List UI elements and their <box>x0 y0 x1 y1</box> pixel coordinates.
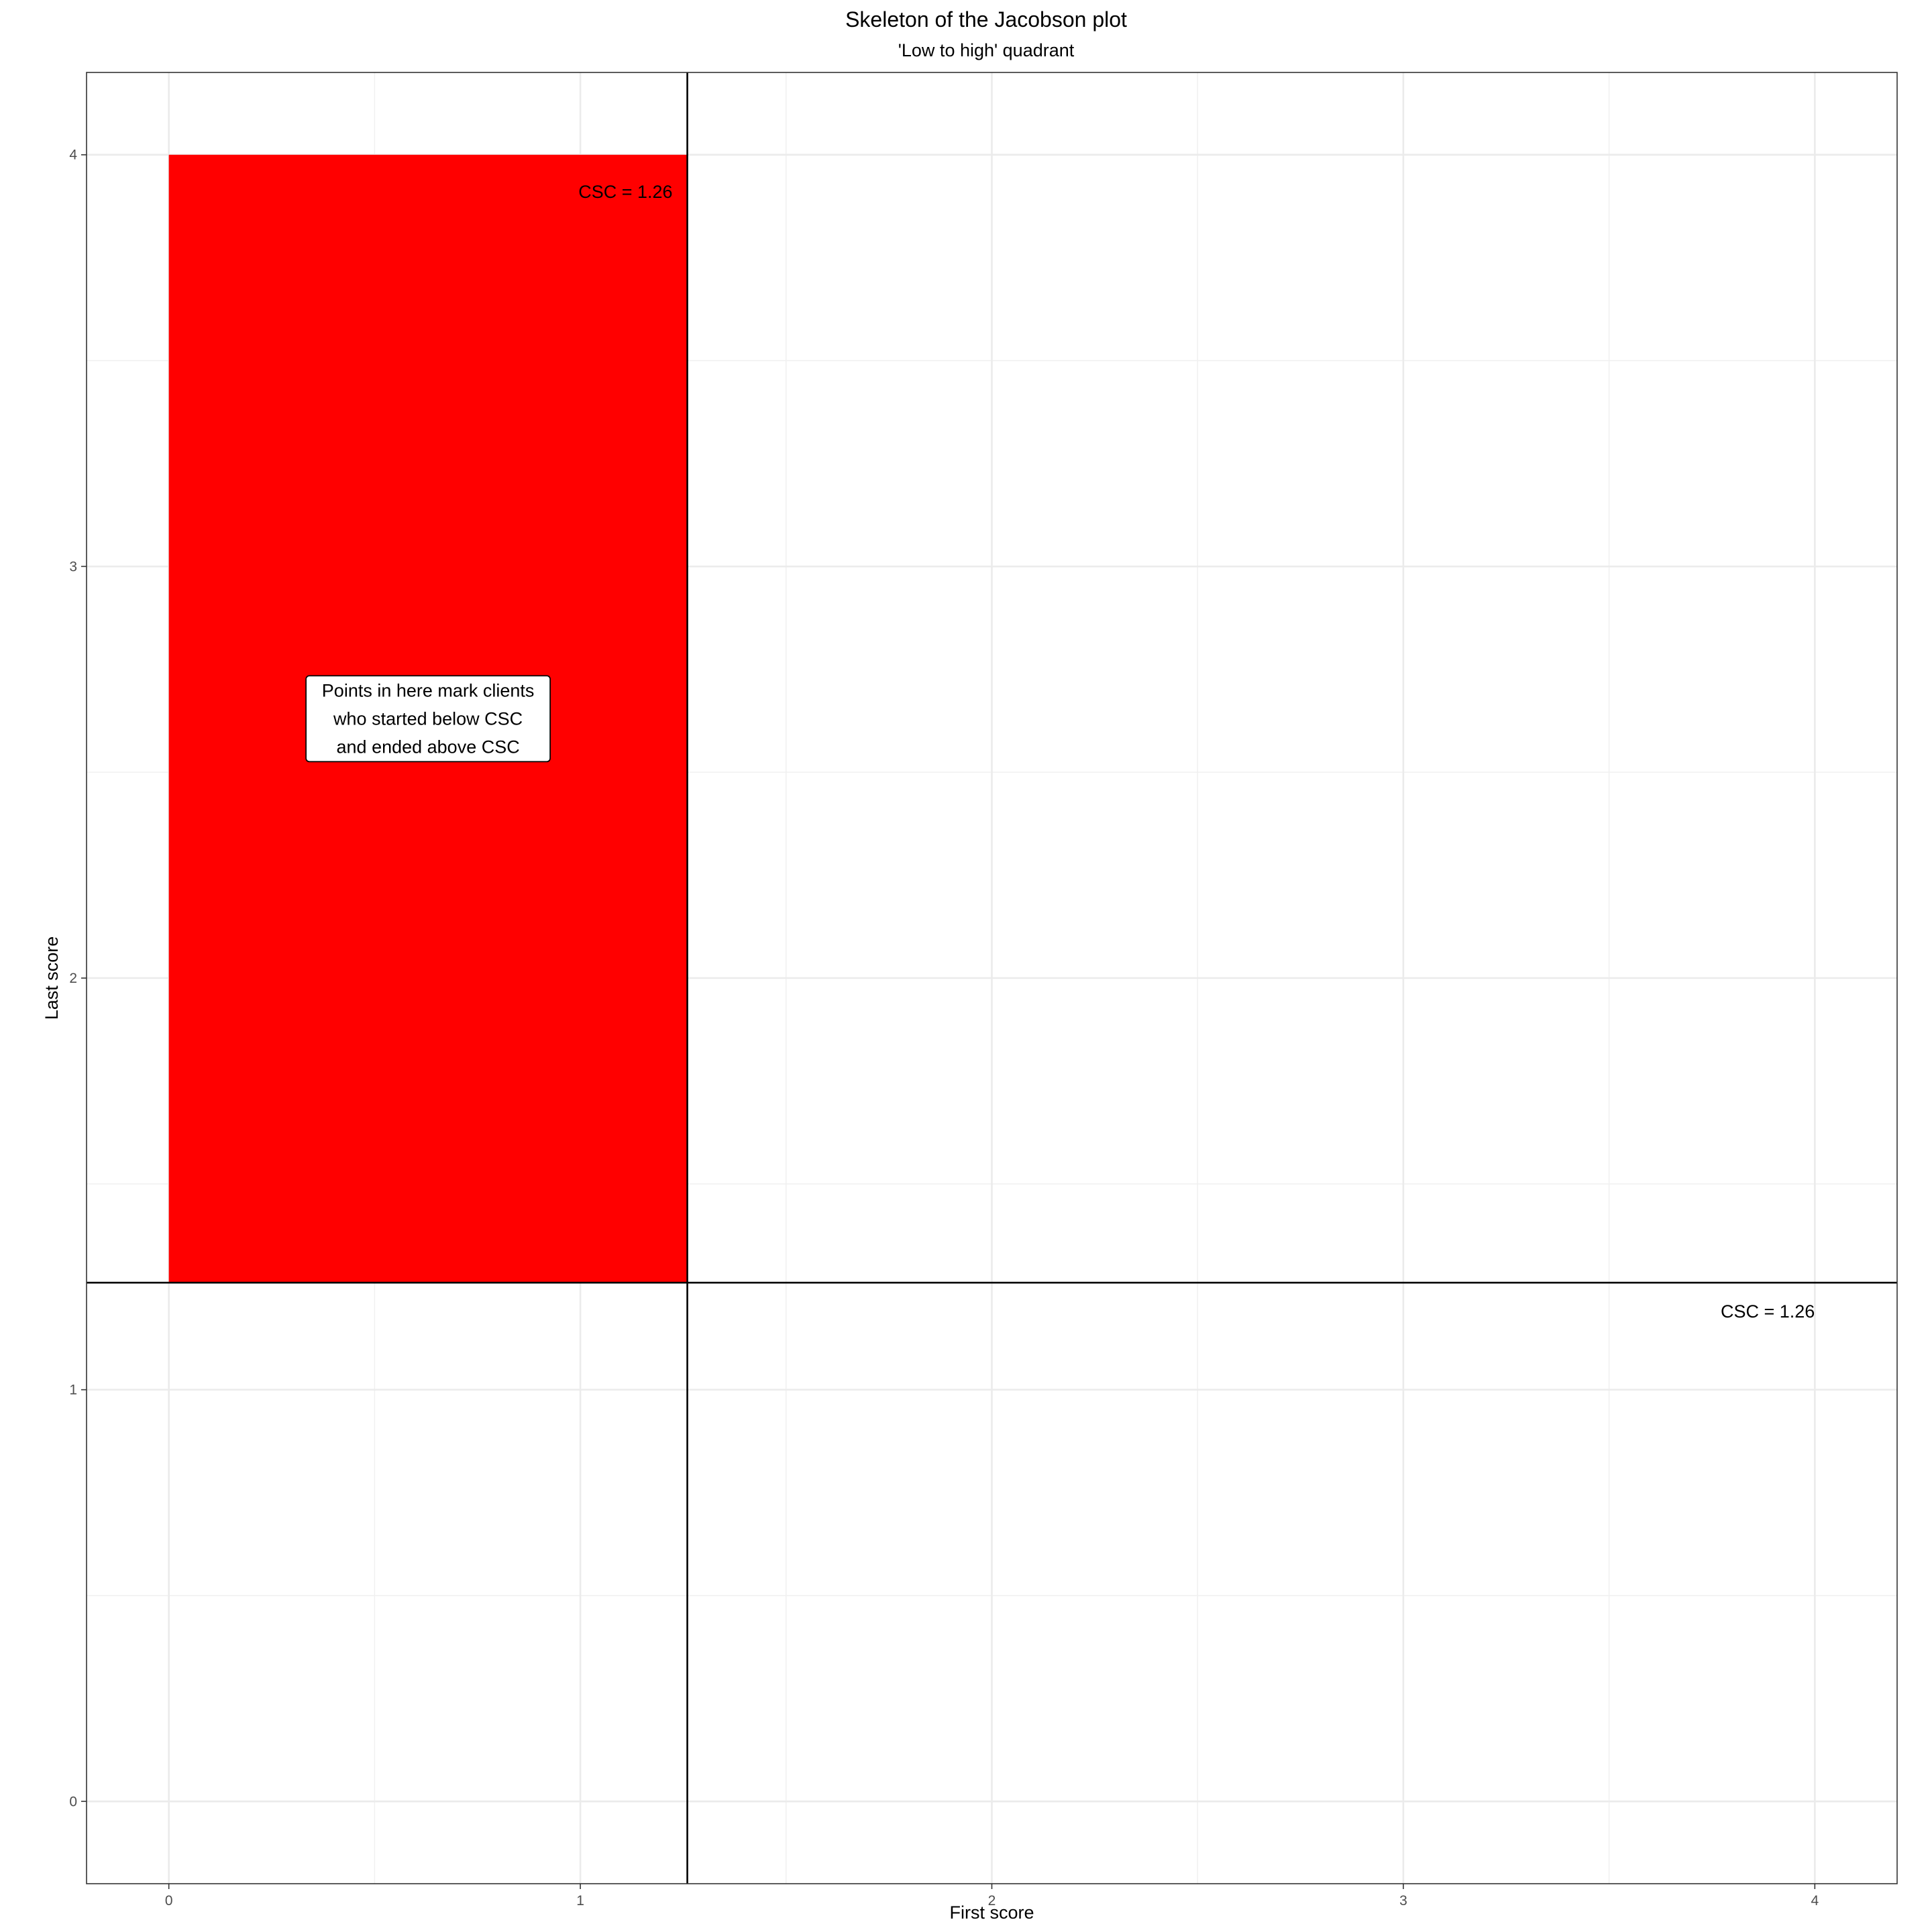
y-axis: 0 1 2 3 4 Last score <box>42 148 87 1809</box>
y-tick-label: 3 <box>69 559 77 574</box>
x-tick-label: 4 <box>1811 1893 1819 1909</box>
csc-annotation-right: CSC = 1.26 <box>1721 1301 1815 1322</box>
y-tick-label: 4 <box>69 148 77 163</box>
y-axis-title: Last score <box>42 936 62 1020</box>
chart-title: Skeleton of the Jacobson plot <box>845 7 1127 32</box>
chart-subtitle: 'Low to high' quadrant <box>898 40 1075 60</box>
label-box-frame <box>305 675 551 763</box>
x-tick-label: 0 <box>165 1893 173 1909</box>
x-tick-label: 1 <box>576 1893 584 1909</box>
x-tick-label: 3 <box>1399 1893 1407 1909</box>
y-tick-label: 2 <box>69 971 77 986</box>
x-axis: 0 1 2 3 4 First score <box>165 1884 1819 1923</box>
label-box-line: who started below CSC <box>333 708 523 729</box>
csc-annotation-top: CSC = 1.26 <box>578 182 672 202</box>
plot-area: CSC = 1.26 CSC = 1.26 Points in here mar… <box>86 72 1898 1884</box>
x-axis-title: First score <box>949 1902 1034 1923</box>
x-axis-ticks: 0 1 2 3 4 <box>165 1884 1819 1909</box>
quadrant-label-box: Points in here mark clients who started … <box>305 675 551 763</box>
label-box-line: Points in here mark clients <box>322 680 535 700</box>
y-axis-ticks: 0 1 2 3 4 <box>69 148 87 1809</box>
label-box-line: and ended above CSC <box>337 737 520 757</box>
y-tick-label: 0 <box>69 1794 77 1809</box>
x-tick-label: 2 <box>988 1893 996 1909</box>
y-tick-label: 1 <box>69 1383 77 1398</box>
